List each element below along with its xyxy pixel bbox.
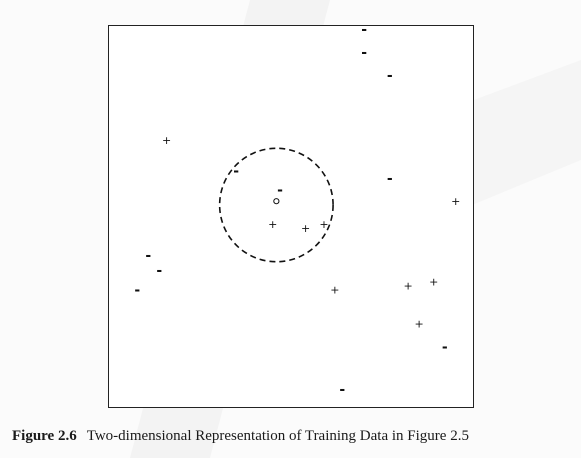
plus-point: +: [162, 134, 171, 147]
minus-point: -: [233, 164, 239, 180]
plus-point: +: [451, 195, 460, 208]
plus-point: +: [414, 318, 423, 331]
neighborhood-circle: [218, 147, 334, 263]
figure-caption-text: Two-dimensional Representation of Traini…: [86, 428, 469, 444]
figure-caption: Figure 2.6 Two-dimensional Representation…: [12, 426, 577, 446]
annotation-layer: [218, 147, 334, 263]
minus-point: -: [339, 382, 345, 398]
plus-point: +: [330, 283, 339, 296]
minus-point: -: [134, 282, 140, 298]
minus-point: -: [145, 248, 151, 264]
plus-point: +: [301, 222, 310, 235]
minus-point: -: [387, 171, 393, 187]
plus-point: +: [429, 276, 438, 289]
minus-point: -: [361, 22, 367, 38]
plus-point: +: [268, 218, 277, 231]
plus-point: +: [404, 279, 413, 292]
minus-point: -: [442, 340, 448, 356]
minus-point: -: [277, 183, 283, 199]
minus-point: -: [387, 68, 393, 84]
plus-point: +: [319, 218, 328, 231]
minus-point: -: [361, 45, 367, 61]
query-point: [273, 198, 280, 205]
minus-point: -: [156, 263, 162, 279]
plot-area: [108, 25, 474, 408]
figure-caption-label: Figure 2.6: [12, 428, 77, 444]
marks-layer: ++ + ++ + +++-----------: [134, 22, 460, 398]
